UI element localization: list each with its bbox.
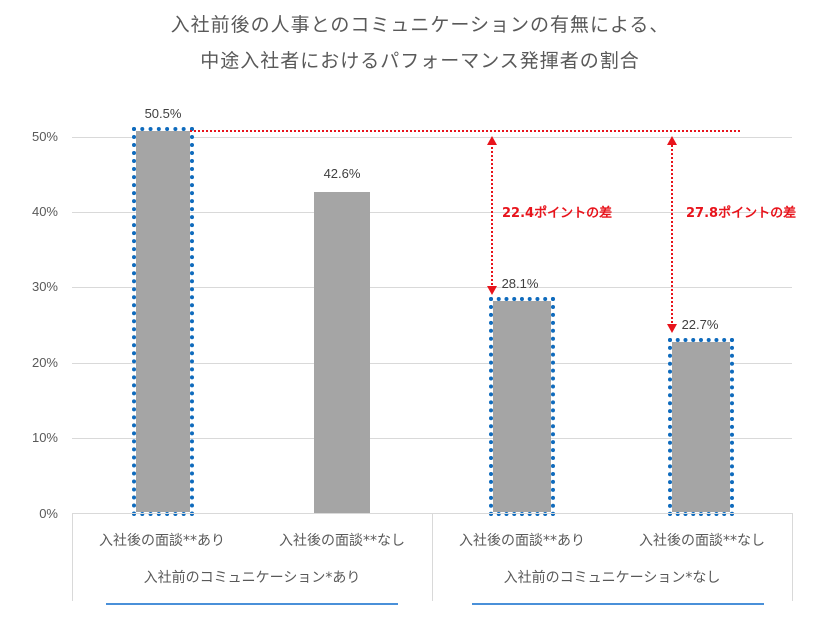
arrow-up-icon	[487, 136, 497, 145]
bar-1	[132, 127, 194, 516]
group-underline-1	[106, 603, 398, 605]
bar-2	[314, 192, 370, 513]
arrow-down-icon	[487, 286, 497, 295]
category-group-box-2	[432, 513, 793, 601]
chart-title-line2: 中途入社者におけるパフォーマンス発揮者の割合	[200, 50, 640, 72]
bar-1-value: 50.5%	[144, 106, 182, 121]
category-label: 入社後の面談**あり	[99, 533, 225, 549]
difference-arrow-1	[487, 136, 497, 295]
bar-2-value: 42.6%	[323, 166, 361, 181]
group-underline-2	[472, 603, 764, 605]
difference-annotation-1: 22.4ポイントの差	[502, 206, 613, 221]
chart-title-line1: 入社前後の人事とのコミュニケーションの有無による、	[170, 14, 670, 36]
gridline	[72, 363, 792, 364]
difference-annotation-2: 27.8ポイントの差	[686, 206, 797, 221]
gridline	[72, 212, 792, 213]
category-label: 入社後の面談**あり	[459, 533, 585, 549]
arrow-down-icon	[667, 324, 677, 333]
category-label: 入社後の面談**なし	[639, 533, 765, 549]
y-tick-10: 10%	[31, 430, 58, 445]
category-group-label-2: 入社前のコミュニケーション*なし	[503, 570, 721, 586]
gridline	[72, 137, 792, 138]
gridline	[72, 287, 792, 288]
category-label: 入社後の面談**なし	[279, 533, 405, 549]
bar-3-value: 28.1%	[501, 276, 539, 291]
bar-4	[668, 338, 734, 516]
y-tick-20: 20%	[31, 355, 58, 370]
gridline	[72, 438, 792, 439]
arrow-up-icon	[667, 136, 677, 145]
y-tick-30: 30%	[31, 279, 58, 294]
category-group-label-1: 入社前のコミュニケーション*あり	[143, 570, 361, 586]
difference-arrow-2	[667, 136, 677, 333]
y-tick-40: 40%	[31, 204, 58, 219]
y-tick-0: 0%	[39, 506, 58, 521]
y-tick-50: 50%	[31, 129, 58, 144]
bar-4-value: 22.7%	[681, 317, 719, 332]
bar-3	[489, 297, 555, 516]
reference-line-50-5	[190, 130, 740, 132]
category-group-box-1	[72, 513, 433, 601]
